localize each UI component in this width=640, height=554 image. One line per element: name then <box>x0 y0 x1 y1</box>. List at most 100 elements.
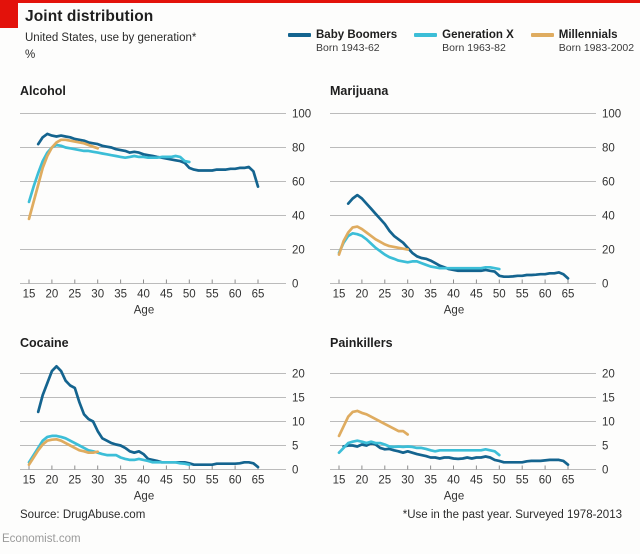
chart-alcohol: Alcohol 0 20 40 60 80 100 15 20 25 30 35 40 45 50 55 60… <box>10 84 322 324</box>
legend-item-millennials: Millennials Born 1983-2002 <box>530 29 635 54</box>
footnote: *Use in the past year. Surveyed 1978-201… <box>402 509 622 521</box>
svg-text:25: 25 <box>378 289 391 301</box>
svg-text:55: 55 <box>206 289 219 301</box>
plot-painkillers: 0 5 10 15 20 15 20 25 30 35 40 45 50 55 60 65 Age <box>320 358 632 510</box>
top-accent-strip <box>0 0 640 3</box>
svg-text:20: 20 <box>356 475 369 487</box>
svg-text:60: 60 <box>539 289 552 301</box>
svg-text:15: 15 <box>23 475 36 487</box>
svg-text:65: 65 <box>252 289 265 301</box>
svg-text:20: 20 <box>602 369 615 381</box>
svg-text:55: 55 <box>206 475 219 487</box>
svg-text:45: 45 <box>160 289 173 301</box>
svg-text:45: 45 <box>160 475 173 487</box>
svg-text:5: 5 <box>602 441 608 453</box>
svg-text:45: 45 <box>470 475 483 487</box>
svg-text:15: 15 <box>333 289 346 301</box>
svg-text:Age: Age <box>444 491 464 503</box>
generation-x-line-swatch <box>414 33 438 37</box>
svg-text:20: 20 <box>46 289 59 301</box>
svg-text:5: 5 <box>292 441 298 453</box>
svg-text:30: 30 <box>91 475 104 487</box>
svg-text:35: 35 <box>114 475 127 487</box>
svg-text:Age: Age <box>134 305 154 317</box>
svg-text:20: 20 <box>46 475 59 487</box>
svg-text:50: 50 <box>493 475 506 487</box>
svg-text:50: 50 <box>183 289 196 301</box>
svg-text:50: 50 <box>493 289 506 301</box>
svg-text:45: 45 <box>470 289 483 301</box>
svg-text:25: 25 <box>68 289 81 301</box>
plot-alcohol: 0 20 40 60 80 100 15 20 25 30 35 40 45 50 55 60 65 Age <box>10 106 322 324</box>
svg-text:20: 20 <box>356 289 369 301</box>
svg-text:0: 0 <box>602 279 608 291</box>
svg-text:35: 35 <box>114 289 127 301</box>
svg-text:Age: Age <box>134 491 154 503</box>
svg-text:80: 80 <box>292 143 305 155</box>
svg-text:100: 100 <box>292 109 311 121</box>
svg-text:15: 15 <box>602 393 615 405</box>
chart-painkillers: Painkillers 0 5 10 15 20 15 20 25 30 35 40 45 50 55 60… <box>320 336 632 510</box>
legend-label: Baby Boomers <box>316 29 398 41</box>
chart-title-painkillers: Painkillers <box>330 336 393 350</box>
svg-text:30: 30 <box>401 475 414 487</box>
svg-text:60: 60 <box>539 475 552 487</box>
svg-text:40: 40 <box>447 289 460 301</box>
svg-text:20: 20 <box>602 245 615 257</box>
svg-text:30: 30 <box>91 289 104 301</box>
svg-text:0: 0 <box>292 465 298 477</box>
source-note: Source: DrugAbuse.com <box>20 509 146 521</box>
svg-text:10: 10 <box>292 417 305 429</box>
legend-label: Millennials <box>558 29 618 41</box>
svg-text:35: 35 <box>424 475 437 487</box>
svg-text:40: 40 <box>292 211 305 223</box>
svg-text:100: 100 <box>602 109 621 121</box>
economist-site-label: Economist.com <box>2 533 81 545</box>
svg-text:60: 60 <box>602 177 615 189</box>
chart-title-cocaine: Cocaine <box>20 336 69 350</box>
svg-text:40: 40 <box>447 475 460 487</box>
svg-text:50: 50 <box>183 475 196 487</box>
svg-text:60: 60 <box>292 177 305 189</box>
legend-item-baby-boomers: Baby Boomers Born 1943-62 <box>288 29 397 54</box>
economist-red-tab <box>0 0 18 28</box>
unit-label: % <box>25 49 36 61</box>
svg-text:60: 60 <box>229 475 242 487</box>
svg-text:15: 15 <box>292 393 305 405</box>
chart-title-marijuana: Marijuana <box>330 84 389 98</box>
svg-text:15: 15 <box>23 289 36 301</box>
page-subtitle: United States, use by generation* <box>25 32 197 44</box>
legend-item-generation-x: Generation X Born 1963-82 <box>414 29 514 54</box>
baby-boomers-line-swatch <box>288 33 311 37</box>
chart-marijuana: Marijuana 0 20 40 60 80 100 15 20 25 30 35 40 45 50 55… <box>320 84 632 324</box>
svg-text:40: 40 <box>602 211 615 223</box>
millennials-line-swatch <box>530 33 554 37</box>
legend-sublabel: Born 1983-2002 <box>558 42 635 54</box>
plot-marijuana: 0 20 40 60 80 100 15 20 25 30 35 40 45 50 55 60 65 Age <box>320 106 632 324</box>
svg-text:10: 10 <box>602 417 615 429</box>
chart-cocaine: Cocaine 0 5 10 15 20 15 20 25 30 35 40 45 50 55 60 65 Ag… <box>10 336 322 510</box>
legend-label: Generation X <box>442 29 514 41</box>
svg-text:35: 35 <box>424 289 437 301</box>
svg-text:65: 65 <box>562 475 575 487</box>
svg-text:0: 0 <box>602 465 608 477</box>
chart-title-alcohol: Alcohol <box>20 84 66 98</box>
page-title: Joint distribution <box>25 8 154 25</box>
svg-text:80: 80 <box>602 143 615 155</box>
svg-text:15: 15 <box>333 475 346 487</box>
svg-text:25: 25 <box>68 475 81 487</box>
svg-text:30: 30 <box>401 289 414 301</box>
svg-text:20: 20 <box>292 245 305 257</box>
svg-text:25: 25 <box>378 475 391 487</box>
legend-sublabel: Born 1943-62 <box>316 42 380 54</box>
svg-text:20: 20 <box>292 369 305 381</box>
svg-text:55: 55 <box>516 475 529 487</box>
svg-text:55: 55 <box>516 289 529 301</box>
svg-text:65: 65 <box>562 289 575 301</box>
svg-text:40: 40 <box>137 289 150 301</box>
svg-text:40: 40 <box>137 475 150 487</box>
plot-cocaine: 0 5 10 15 20 15 20 25 30 35 40 45 50 55 60 65 Age <box>10 358 322 510</box>
svg-text:60: 60 <box>229 289 242 301</box>
svg-text:65: 65 <box>252 475 265 487</box>
